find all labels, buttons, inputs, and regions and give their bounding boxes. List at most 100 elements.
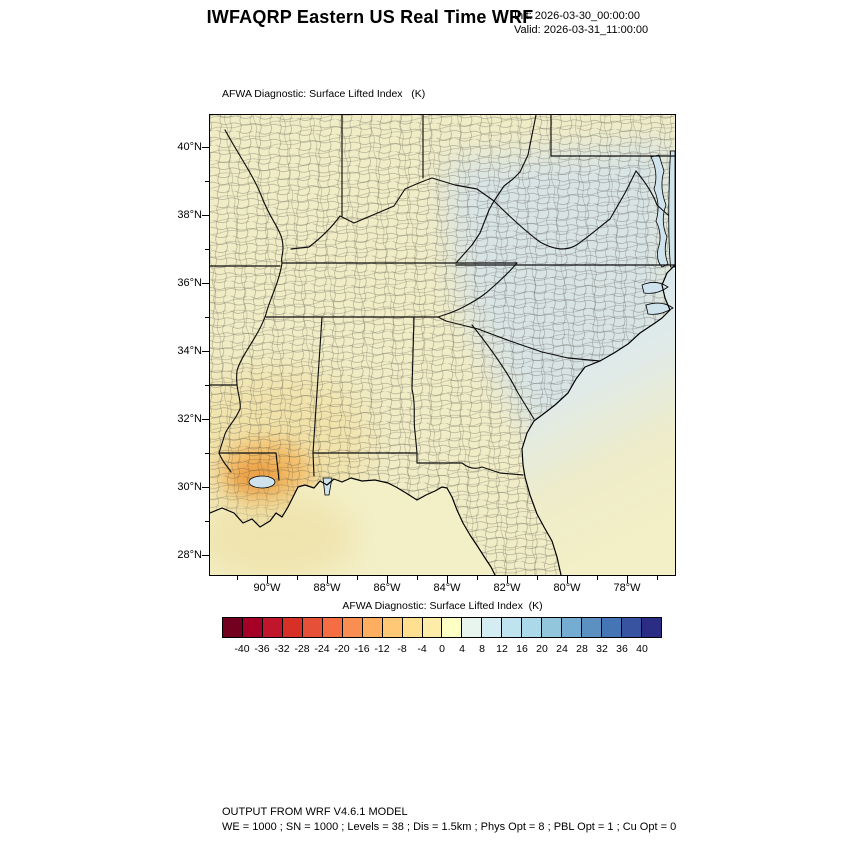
lat-major-tick	[202, 215, 209, 216]
lon-tick-label: 80°W	[553, 582, 581, 594]
map-area	[202, 114, 676, 583]
colorbar-tick-label: -16	[354, 643, 370, 655]
nc-sc-border	[445, 320, 601, 362]
footer: OUTPUT FROM WRF V4.6.1 MODEL WE = 1000 ;…	[222, 805, 676, 835]
colorbar-cell	[382, 618, 403, 637]
colorbar-cell	[542, 618, 563, 637]
lat-minor-tick	[205, 181, 209, 182]
tn-nc-border	[437, 262, 518, 318]
colorbar-cell	[602, 618, 623, 637]
colorbar-tick-label: 12	[496, 643, 508, 655]
colorbar-tick-label: 4	[459, 643, 465, 655]
run-time-block: Init: 2026-03-30_00:00:00 Valid: 2026-03…	[514, 9, 648, 37]
lat-tick-label: 28°N	[177, 549, 202, 561]
colorbar-cell	[223, 618, 243, 637]
lat-tick-label: 40°N	[177, 141, 202, 153]
footer-config-line: WE = 1000 ; SN = 1000 ; Levels = 38 ; Di…	[222, 821, 677, 833]
colorbar-tick-label: 32	[596, 643, 608, 655]
lon-minor-tick	[297, 576, 298, 580]
lat-tick-label: 36°N	[177, 277, 202, 289]
atlantic-edge-strip	[668, 150, 675, 268]
colorbar-cell	[242, 618, 263, 637]
lat-minor-tick	[205, 317, 209, 318]
colorbar-tick-label: 0	[439, 643, 445, 655]
lat-tick-label: 34°N	[177, 345, 202, 357]
colorbar-cell	[442, 618, 463, 637]
colorbar-cell	[642, 618, 661, 637]
lat-minor-tick	[205, 521, 209, 522]
nc-ga-corner	[437, 316, 447, 322]
map-subtitle: AFWA Diagnostic: Surface Lifted Index (K…	[222, 88, 426, 100]
potomac-border	[635, 170, 669, 216]
lon-axis: 90°W 88°W 86°W 84°W 82°W 80°W 78°W	[210, 582, 675, 598]
colorbar-tick-label: 24	[556, 643, 568, 655]
colorbar-cell	[622, 618, 643, 637]
lat-minor-tick	[205, 385, 209, 386]
colorbar-tick-label: -28	[294, 643, 310, 655]
lon-minor-tick	[597, 576, 598, 580]
colorbar-cell	[422, 618, 443, 637]
colorbar-tick-label: -20	[334, 643, 350, 655]
colorbar-tick-label: -24	[314, 643, 330, 655]
colorbar-tick-label: 16	[516, 643, 528, 655]
lat-major-tick	[202, 419, 209, 420]
sc-ga-border	[471, 324, 535, 420]
colorbar-tick-label: 28	[576, 643, 588, 655]
map-canvas	[209, 114, 676, 576]
lon-tick-label: 78°W	[613, 582, 641, 594]
lon-tick-label: 86°W	[373, 582, 401, 594]
atlantic-ocean	[522, 265, 675, 575]
colorbar-tick-label: 40	[636, 643, 648, 655]
colorbar-tick-label: 20	[536, 643, 548, 655]
colorbar-cell	[262, 618, 283, 637]
lon-tick-label: 88°W	[313, 582, 341, 594]
lon-tick-label: 84°W	[433, 582, 461, 594]
lon-minor-tick	[237, 576, 238, 580]
ky-va-border	[455, 200, 495, 264]
lifted-index-map	[210, 115, 675, 575]
colorbar-cell	[282, 618, 303, 637]
colorbar-cell	[402, 618, 423, 637]
lat-major-tick	[202, 487, 209, 488]
lat-tick-label: 38°N	[177, 209, 202, 221]
colorbar-tick-label: -36	[254, 643, 270, 655]
colorbar-cell	[522, 618, 543, 637]
lat-axis: 40°N 38°N 36°N 34°N 32°N 30°N 28°N	[158, 115, 202, 575]
colorbar-labels: -40 -36 -32 -28 -24 -20 -16 -12 -8 -4 0 4 8 12 16 20 24 2…	[222, 643, 662, 657]
lon-tick-label: 82°W	[493, 582, 521, 594]
lat-major-tick	[202, 555, 209, 556]
lon-minor-tick	[657, 576, 658, 580]
ga-fl-border	[416, 462, 524, 476]
colorbar-tick-label: 8	[479, 643, 485, 655]
colorbar-tick-label: -32	[274, 643, 290, 655]
colorbar-tick-label: 36	[616, 643, 628, 655]
gulf-warm-tint	[210, 492, 355, 575]
gulf-coastline	[210, 477, 496, 575]
chesapeake-bay	[650, 154, 669, 268]
footer-model-line: OUTPUT FROM WRF V4.6.1 MODEL	[222, 806, 408, 818]
init-time: Init: 2026-03-30_00:00:00	[514, 10, 640, 22]
lon-minor-tick	[537, 576, 538, 580]
colorbar-tick-label: -12	[374, 643, 390, 655]
lat-major-tick	[202, 147, 209, 148]
lon-minor-tick	[417, 576, 418, 580]
lat-tick-label: 30°N	[177, 481, 202, 493]
colorbar-cell	[482, 618, 503, 637]
albemarle-sound	[645, 302, 674, 315]
lon-tick-label: 90°W	[253, 582, 281, 594]
lon-minor-tick	[357, 576, 358, 580]
al-ga-border	[411, 316, 418, 464]
water-bodies	[248, 150, 675, 496]
colorbar-cell	[462, 618, 483, 637]
colorbar-cell	[362, 618, 383, 637]
colorbar-cell	[582, 618, 603, 637]
lake-pontchartrain	[248, 475, 276, 489]
lat-major-tick	[202, 351, 209, 352]
lat-minor-tick	[205, 249, 209, 250]
valid-time: Valid: 2026-03-31_11:00:00	[514, 24, 649, 36]
atlantic-coastline	[521, 264, 675, 575]
la-ms-border	[218, 452, 280, 481]
lat-tick-label: 32°N	[177, 413, 202, 425]
coastlines	[210, 264, 675, 575]
